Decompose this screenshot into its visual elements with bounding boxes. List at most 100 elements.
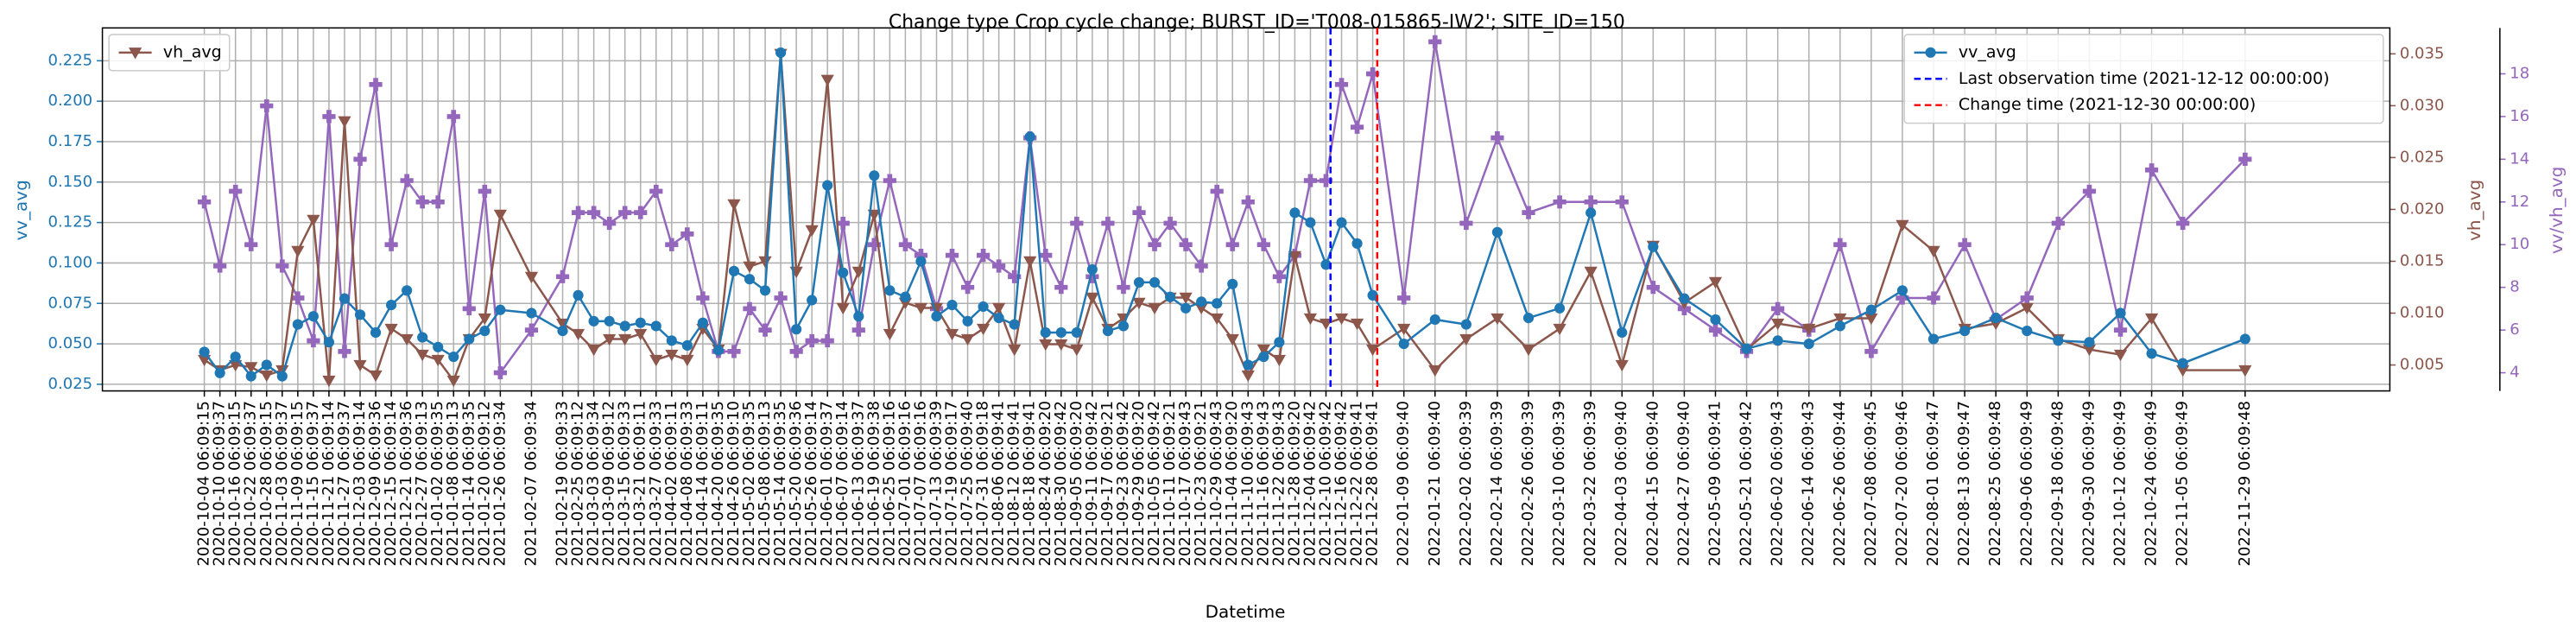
marker [448, 351, 459, 363]
x-tick-label: 2021-12-28 06:09:41 [1364, 401, 1382, 567]
x-tick-label: 2021-04-14 06:09:11 [693, 401, 712, 567]
marker [1429, 314, 1440, 326]
marker [1679, 293, 1690, 304]
x-tick-label: 2021-04-08 06:09:33 [678, 401, 696, 567]
marker [2022, 326, 2033, 337]
x-tick-label: 2022-09-06 06:09:49 [2017, 401, 2035, 567]
marker [1149, 276, 1161, 288]
marker [774, 291, 788, 305]
marker [1272, 354, 1286, 367]
marker [1180, 302, 1192, 314]
x-tick-label: 2020-12-03 06:09:14 [351, 401, 369, 567]
x-tick-label: 2021-04-20 06:09:35 [709, 401, 727, 567]
x-tick-label: 2022-11-29 06:09:48 [2236, 401, 2254, 567]
marker [680, 227, 694, 241]
x-tick-label: 2021-05-20 06:09:36 [787, 401, 805, 567]
marker [789, 266, 803, 279]
marker [1133, 276, 1145, 288]
x-tick-label: 2022-01-21 06:09:40 [1426, 401, 1444, 567]
x-axis-label: Datetime [1206, 601, 1286, 622]
marker [1646, 281, 1660, 295]
marker [993, 313, 1004, 324]
plot-frame [101, 27, 2391, 392]
marker [1054, 281, 1068, 295]
marker [1397, 291, 1411, 305]
marker [727, 345, 741, 358]
marker [478, 313, 491, 326]
x-tick-label: 2021-11-28 06:09:20 [1285, 401, 1303, 567]
marker [649, 354, 663, 367]
marker [743, 261, 756, 274]
x-tick-label: 2021-11-22 06:09:43 [1269, 401, 1288, 567]
x-tick-label: 2020-11-03 06:09:37 [273, 401, 291, 567]
marker [1163, 216, 1177, 231]
marker [820, 74, 834, 86]
marker [244, 238, 258, 251]
marker [2113, 349, 2128, 362]
marker [1772, 335, 1783, 346]
marker [464, 333, 475, 345]
marker [1648, 241, 1659, 252]
marker [524, 323, 539, 337]
marker [2177, 358, 2188, 369]
marker [665, 238, 679, 251]
marker [1925, 47, 1936, 58]
legend-label: Last observation time (2021-12-12 00:00:… [1959, 69, 2330, 88]
x-tick-label: 2021-07-25 06:09:40 [959, 401, 977, 567]
marker [402, 285, 413, 296]
x-tick-label: 2020-11-09 06:09:15 [288, 401, 307, 567]
marker [1243, 359, 1254, 371]
y2-axis-label: vh_avg [2464, 180, 2484, 241]
marker [555, 269, 570, 283]
marker [1708, 323, 1723, 337]
marker [275, 259, 289, 273]
marker [1365, 67, 1380, 81]
marker [1117, 281, 1130, 295]
marker [805, 333, 819, 348]
x-tick-label: 2021-10-17 06:09:43 [1176, 401, 1194, 567]
marker [1351, 238, 1363, 250]
marker [1927, 333, 1940, 345]
marker [960, 281, 975, 295]
marker [2020, 302, 2034, 315]
marker [836, 216, 850, 231]
legend-box [108, 34, 231, 72]
x-tick-label: 2022-10-12 06:09:49 [2111, 401, 2130, 567]
marker [2176, 365, 2190, 377]
marker [1367, 289, 1378, 301]
x-tick-label: 2021-02-25 06:09:12 [569, 401, 587, 567]
marker [1710, 314, 1721, 326]
x-tick-label: 2022-09-18 06:09:48 [2048, 401, 2066, 567]
marker [945, 248, 959, 263]
y-tick-label: 0.100 [47, 253, 92, 271]
marker [338, 345, 351, 358]
marker [1741, 343, 1752, 354]
x-tick-label: 2021-12-04 06:09:42 [1301, 401, 1319, 567]
marker [946, 300, 958, 311]
marker [479, 326, 491, 337]
marker [354, 309, 366, 320]
x-tick-label: 2022-05-21 06:09:42 [1737, 401, 1756, 567]
marker [883, 328, 896, 341]
marker [1319, 318, 1333, 331]
marker [1398, 338, 1409, 350]
marker [1491, 131, 1504, 145]
marker [1491, 226, 1503, 238]
x-tick-label: 2021-08-18 06:09:41 [1021, 401, 1039, 567]
marker [1225, 238, 1239, 251]
x-tick-label: 2021-10-29 06:09:43 [1207, 401, 1225, 567]
y-tick-label: 0.125 [47, 213, 92, 231]
y-tick-label: 0.150 [47, 173, 92, 191]
x-tick-label: 2021-04-02 06:09:11 [662, 401, 680, 567]
marker [1132, 297, 1146, 310]
x-tick-label: 2022-03-10 06:09:39 [1550, 401, 1568, 567]
x-tick-label: 2022-02-26 06:09:39 [1519, 401, 1537, 567]
x-tick-label: 2021-01-02 06:09:35 [428, 401, 446, 567]
marker [1334, 313, 1349, 326]
marker [914, 302, 928, 315]
marker [758, 323, 772, 337]
y-tick-label: 0.200 [47, 92, 92, 110]
marker [1803, 338, 1814, 350]
marker [1039, 339, 1053, 352]
marker [1256, 238, 1270, 251]
